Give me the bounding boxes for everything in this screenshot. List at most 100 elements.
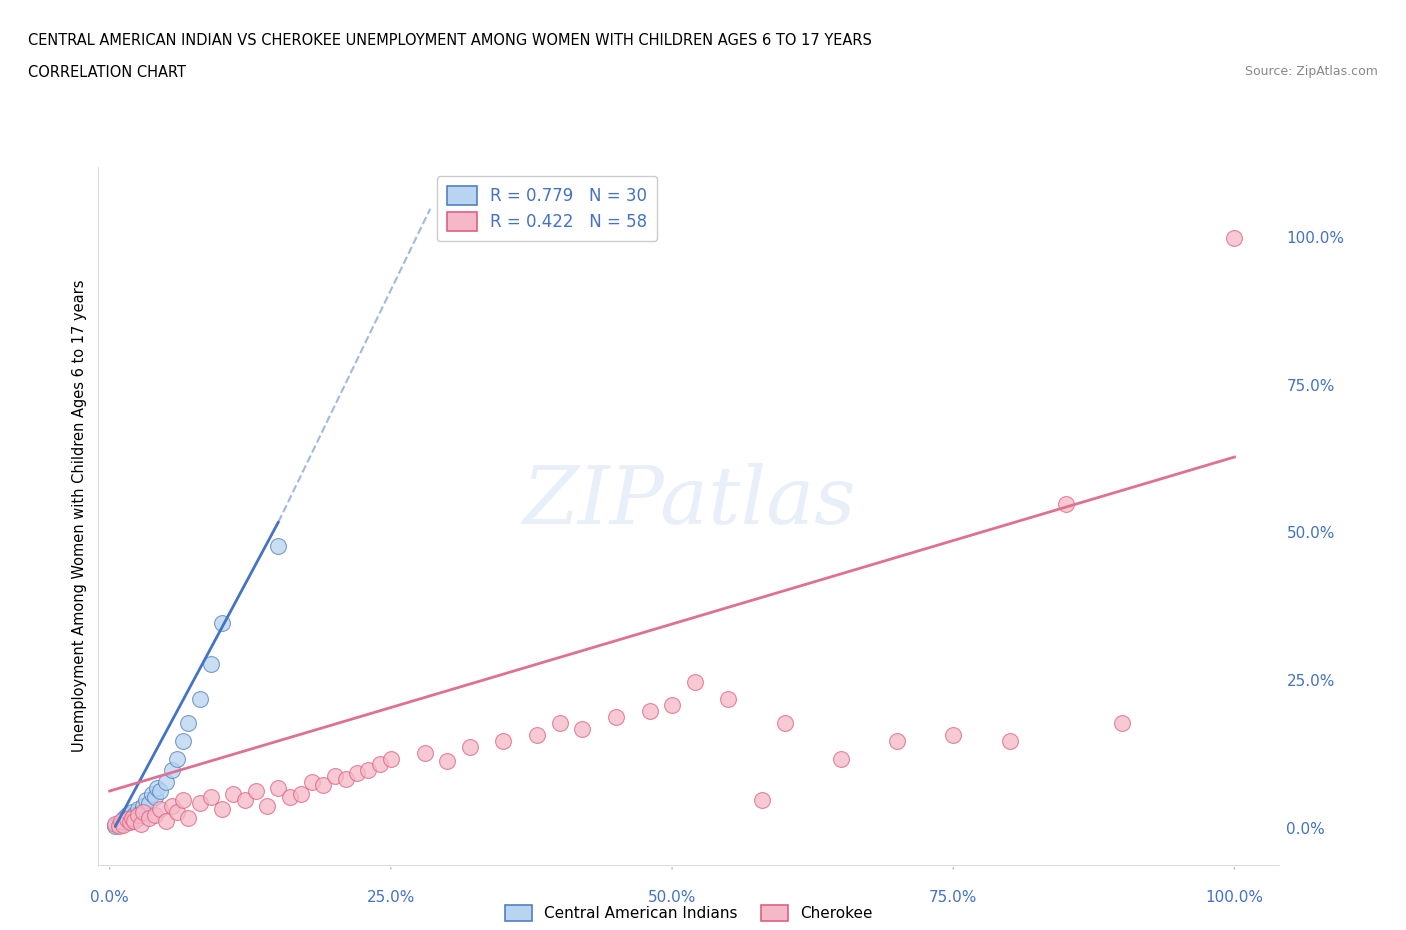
Point [141, 787, 163, 802]
Point [1111, 715, 1133, 730]
Point [886, 734, 908, 749]
Point [127, 802, 149, 817]
Point [436, 754, 458, 769]
Point [112, 817, 135, 832]
Point [245, 784, 267, 799]
Point [1223, 231, 1246, 246]
Text: 25.0%: 25.0% [367, 890, 415, 905]
Point [118, 815, 141, 830]
Point [458, 739, 481, 754]
Text: 25.0%: 25.0% [1286, 674, 1334, 689]
Point [149, 784, 172, 799]
Point [312, 777, 335, 792]
Text: Source: ZipAtlas.com: Source: ZipAtlas.com [1244, 65, 1378, 78]
Point [222, 787, 245, 802]
Point [172, 792, 194, 807]
Point [143, 790, 166, 804]
Point [104, 819, 127, 834]
Point [571, 722, 593, 737]
Point [751, 792, 773, 807]
Point [155, 775, 177, 790]
Point [107, 817, 129, 832]
Point [998, 734, 1021, 749]
Point [115, 807, 138, 822]
Point [132, 804, 155, 819]
Point [301, 775, 323, 790]
Point [661, 698, 683, 712]
Text: 75.0%: 75.0% [1286, 379, 1334, 393]
Point [112, 813, 135, 828]
Point [124, 807, 146, 822]
Point [149, 802, 172, 817]
Point [138, 795, 160, 810]
Point [107, 819, 129, 834]
Point [267, 780, 290, 795]
Point [115, 811, 138, 826]
Text: CENTRAL AMERICAN INDIAN VS CHEROKEE UNEMPLOYMENT AMONG WOMEN WITH CHILDREN AGES : CENTRAL AMERICAN INDIAN VS CHEROKEE UNEM… [28, 33, 872, 47]
Point [118, 811, 141, 826]
Point [160, 763, 183, 777]
Point [166, 751, 188, 766]
Point [413, 745, 436, 760]
Y-axis label: Unemployment Among Women with Children Ages 6 to 17 years: Unemployment Among Women with Children A… [72, 280, 87, 752]
Point [121, 813, 143, 828]
Point [368, 757, 391, 772]
Point [200, 790, 222, 804]
Text: 75.0%: 75.0% [929, 890, 977, 905]
Point [121, 810, 143, 825]
Point [177, 715, 200, 730]
Text: CORRELATION CHART: CORRELATION CHART [28, 65, 186, 80]
Point [278, 790, 301, 804]
Point [110, 817, 132, 831]
Point [548, 715, 571, 730]
Point [717, 692, 740, 707]
Point [267, 538, 290, 553]
Point [773, 715, 796, 730]
Point [112, 810, 135, 825]
Point [380, 751, 402, 766]
Point [200, 657, 222, 671]
Text: 100.0%: 100.0% [1205, 890, 1264, 905]
Point [188, 795, 211, 810]
Point [357, 763, 380, 777]
Point [135, 792, 157, 807]
Point [323, 769, 346, 784]
Point [188, 692, 211, 707]
Point [110, 813, 132, 828]
Point [121, 804, 143, 819]
Point [132, 798, 155, 813]
Point [683, 674, 706, 689]
Legend: Central American Indians, Cherokee: Central American Indians, Cherokee [499, 898, 879, 927]
Point [177, 810, 200, 825]
Point [138, 810, 160, 825]
Point [129, 804, 152, 819]
Point [104, 817, 127, 831]
Point [127, 810, 149, 825]
Point [115, 815, 138, 830]
Point [942, 727, 965, 742]
Point [127, 807, 149, 822]
Point [346, 765, 368, 780]
Text: 50.0%: 50.0% [1286, 526, 1334, 541]
Text: 100.0%: 100.0% [1286, 231, 1344, 246]
Point [143, 807, 166, 822]
Point [830, 751, 852, 766]
Point [166, 804, 188, 819]
Point [146, 780, 169, 795]
Point [492, 734, 515, 749]
Point [155, 813, 177, 828]
Text: 50.0%: 50.0% [648, 890, 696, 905]
Point [526, 727, 548, 742]
Text: 0.0%: 0.0% [90, 890, 129, 905]
Point [160, 798, 183, 813]
Text: ZIPatlas: ZIPatlas [522, 463, 856, 541]
Point [129, 817, 152, 831]
Point [605, 710, 627, 724]
Point [290, 787, 312, 802]
Point [211, 802, 233, 817]
Point [124, 813, 146, 828]
Point [1054, 497, 1077, 512]
Point [256, 798, 278, 813]
Text: 0.0%: 0.0% [1286, 822, 1324, 837]
Point [335, 772, 357, 787]
